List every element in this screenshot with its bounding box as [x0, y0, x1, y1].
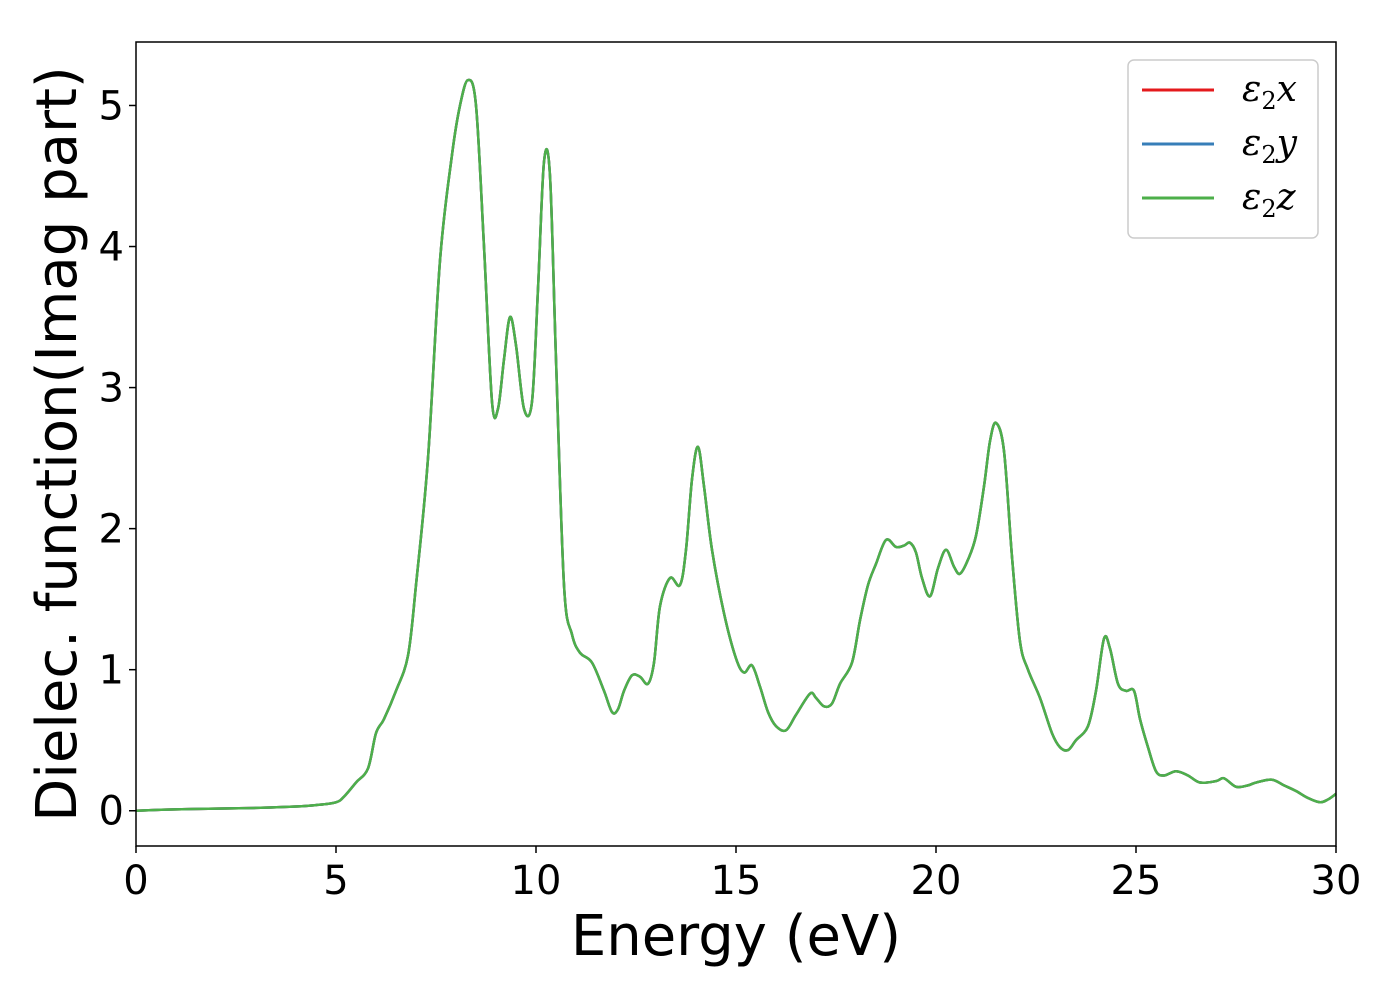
x-tick-label: 15 — [711, 858, 762, 904]
y-axis-label: Dielec. function(Imag part) — [25, 66, 90, 822]
legend-label: ε2y — [1242, 123, 1298, 169]
x-tick-label: 5 — [323, 858, 348, 904]
y-tick-label: 4 — [99, 225, 124, 271]
x-tick-label: 30 — [1311, 858, 1362, 904]
y-tick-label: 1 — [99, 648, 124, 694]
y-tick-label: 0 — [99, 789, 124, 835]
series-line-3 — [135, 78, 1337, 812]
legend-label: ε2x — [1242, 69, 1297, 115]
x-tick-label: 20 — [911, 858, 962, 904]
series-layer — [135, 78, 1337, 812]
x-axis-ticks: 0 5 10 15 20 25 30 — [123, 846, 1361, 904]
x-axis-label: Energy (eV) — [571, 904, 901, 969]
x-tick-label: 10 — [511, 858, 562, 904]
x-tick-label: 0 — [123, 858, 148, 904]
legend: ε2x ε2y ε2z — [1127, 59, 1319, 239]
y-axis-ticks: 0 1 2 3 4 5 — [99, 83, 136, 835]
x-tick-label: 25 — [1111, 858, 1162, 904]
y-tick-label: 3 — [99, 366, 124, 412]
y-tick-label: 2 — [99, 507, 124, 553]
legend-box — [1127, 59, 1319, 239]
y-tick-label: 5 — [99, 83, 124, 129]
legend-label: ε2z — [1242, 177, 1297, 223]
